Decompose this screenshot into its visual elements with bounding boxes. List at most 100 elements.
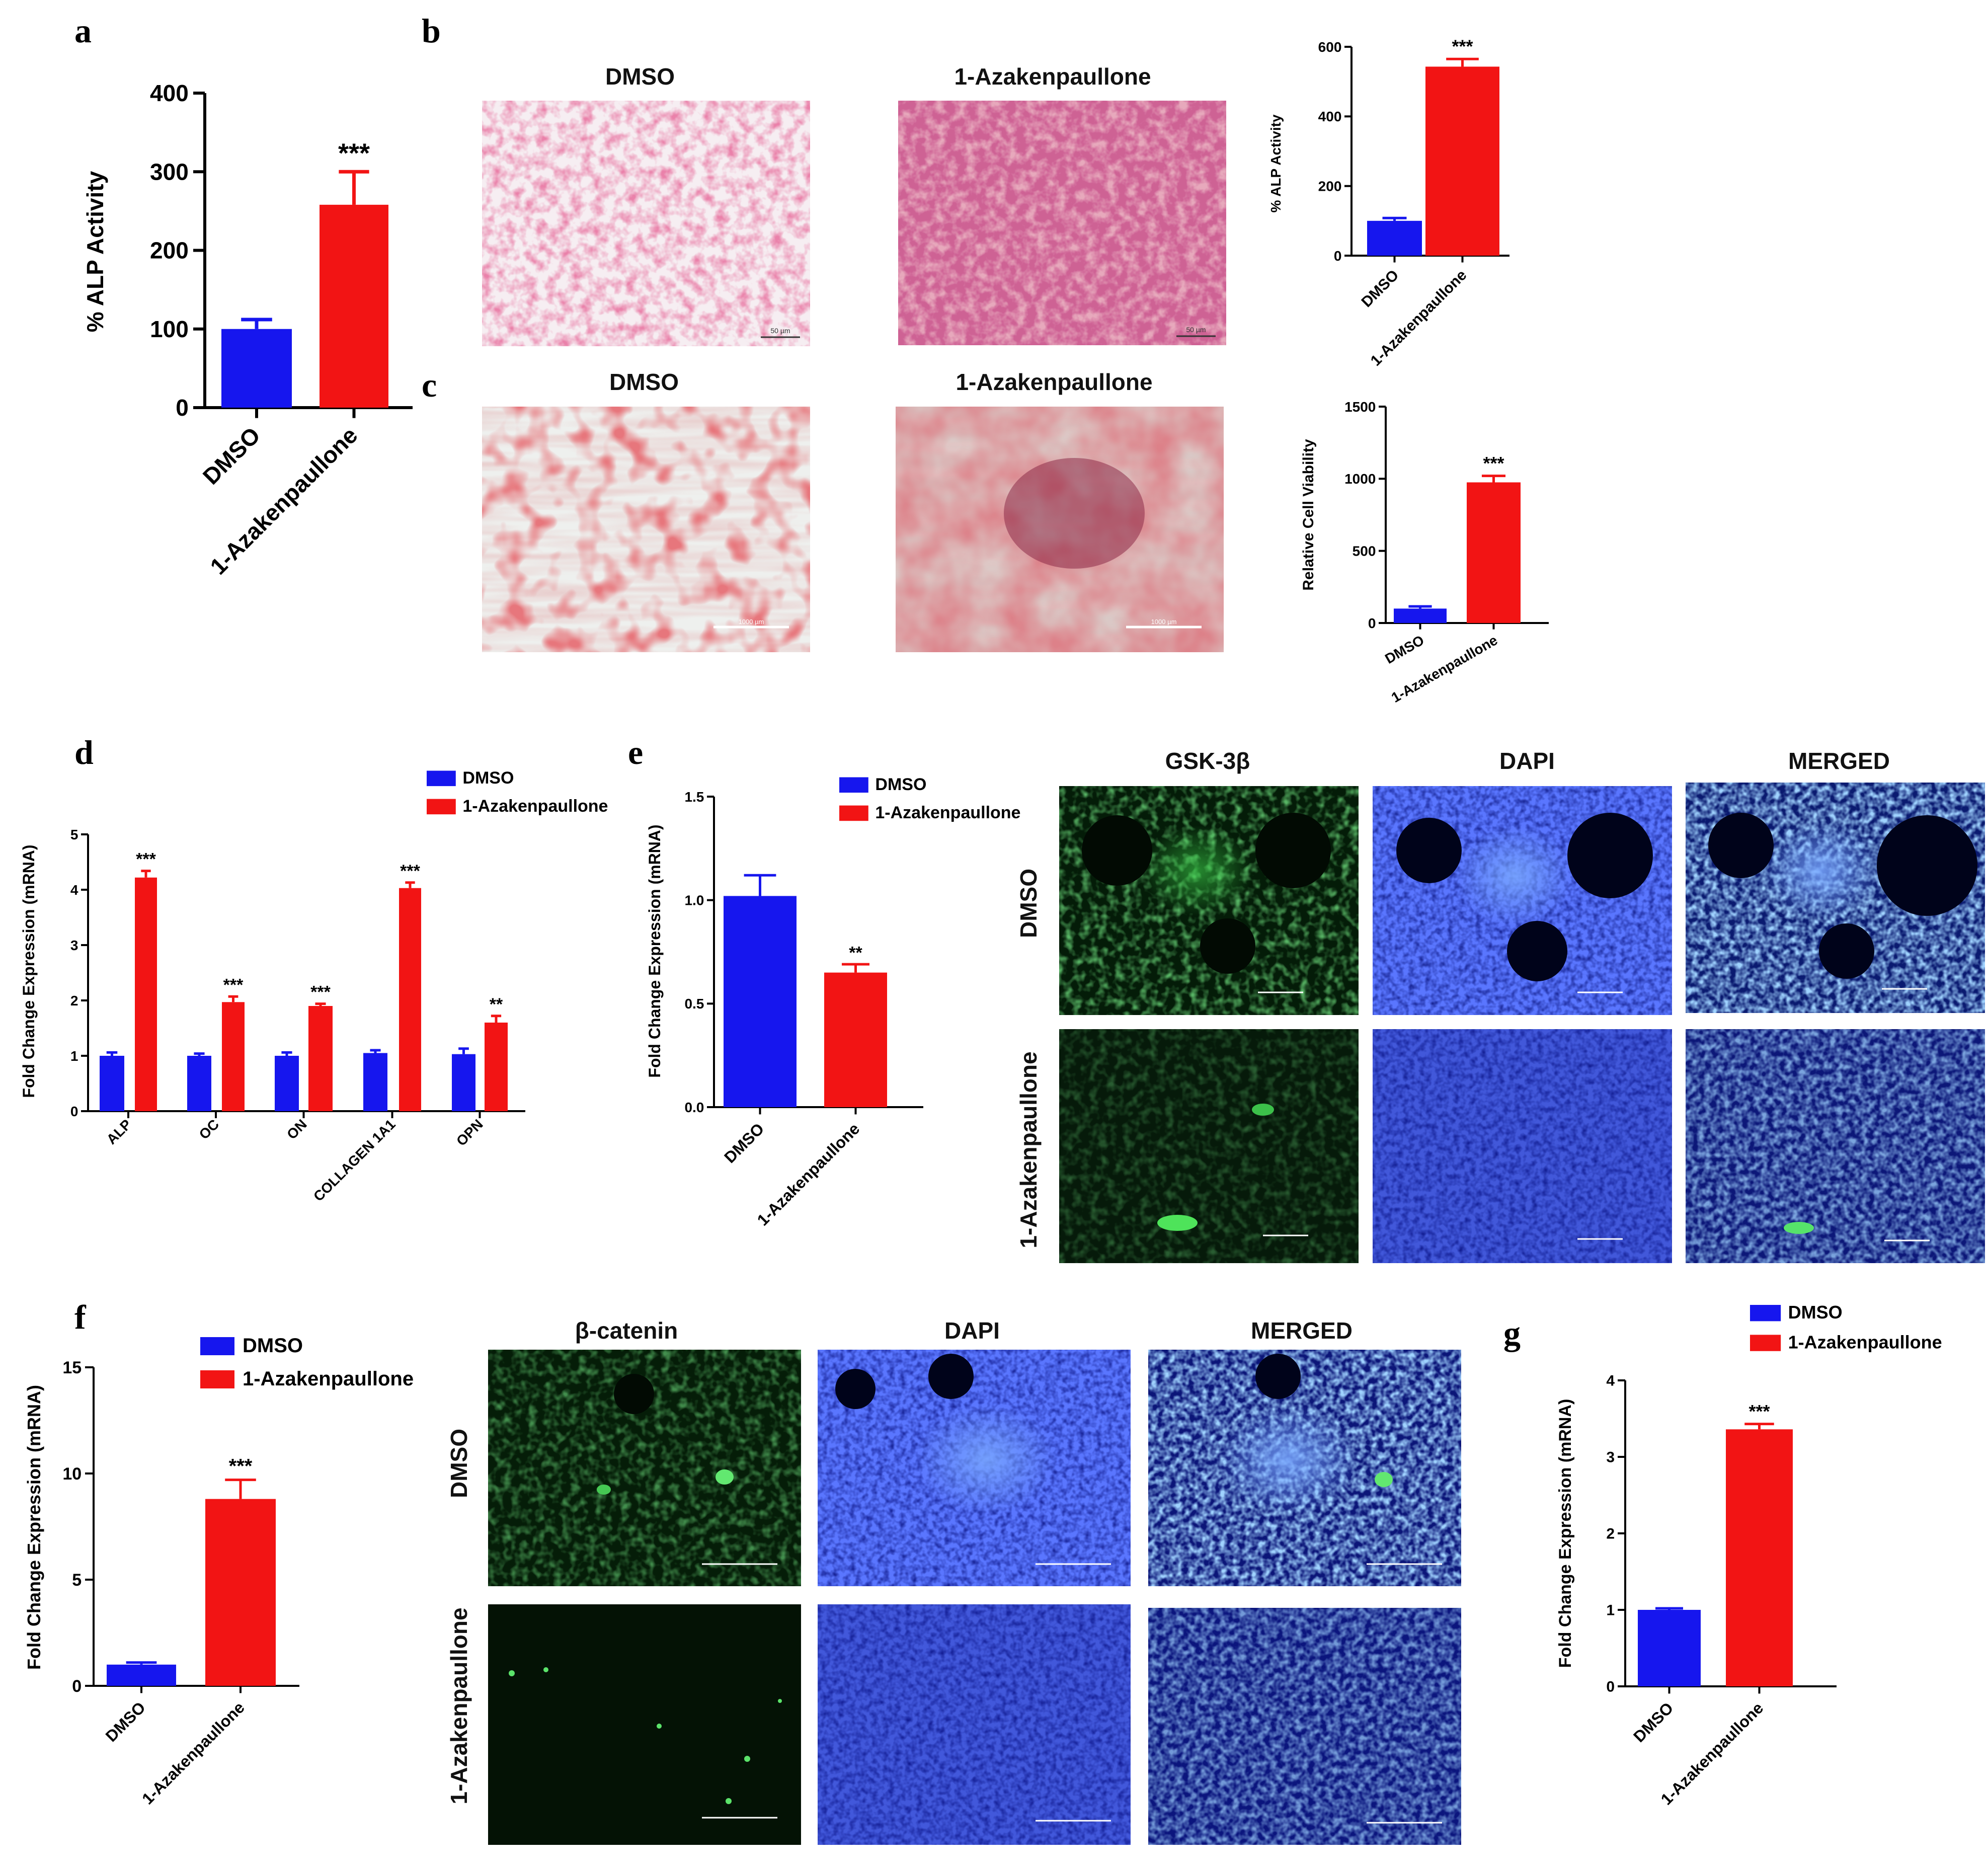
significance-label: *** [229, 1455, 253, 1478]
y-tick-label: 1.5 [684, 789, 704, 805]
x-tick-label: DMSO [1358, 267, 1402, 310]
if-column-title: β-catenin [575, 1317, 678, 1344]
significance-label: *** [310, 983, 331, 1002]
significance-label: *** [338, 138, 370, 168]
legend-label: DMSO [1788, 1302, 1843, 1323]
bar [363, 1053, 387, 1111]
significance-label: *** [1483, 453, 1504, 474]
x-tick-label: ON [284, 1116, 310, 1142]
if-column-title: DAPI [944, 1317, 1000, 1344]
y-tick-label: 500 [1353, 543, 1376, 559]
panel-label-b: b [422, 12, 441, 50]
y-tick-label: 0 [1368, 615, 1376, 631]
bar [308, 1006, 333, 1111]
y-axis-label: Relative Cell Viability [1300, 439, 1317, 591]
scale-bar-label: 1000 µm [739, 618, 764, 626]
y-tick-label: 200 [150, 238, 189, 264]
y-axis-label: % ALP Activity [1268, 114, 1284, 212]
y-tick-label: 0 [176, 395, 189, 421]
bar [1367, 220, 1422, 256]
legend-swatch [1750, 1305, 1781, 1322]
x-tick-label: DMSO [1630, 1699, 1677, 1746]
bar [100, 1056, 124, 1111]
bar [452, 1054, 475, 1111]
if-row-title: 1-Azakenpaullone [446, 1607, 472, 1804]
scale-bar-label: 1000 µm [1151, 618, 1177, 626]
x-tick-label: OC [196, 1116, 222, 1142]
micrograph-title: DMSO [605, 63, 675, 90]
y-tick-label: 1 [70, 1048, 78, 1064]
scale-bar-label: 50 µm [770, 327, 790, 335]
y-tick-label: 600 [1318, 39, 1342, 55]
if-row-title: 1-Azakenpaullone [1015, 1051, 1042, 1248]
y-tick-label: 3 [70, 938, 78, 953]
significance-label: *** [400, 862, 420, 881]
legend-swatch [200, 1370, 234, 1388]
y-tick-label: 0.5 [684, 996, 704, 1012]
if-column-title: MERGED [1788, 748, 1890, 774]
x-tick-label: 1-Azakenpaullone [1657, 1699, 1767, 1809]
micrograph-title: DMSO [609, 369, 679, 395]
y-axis-label: Fold Change Expression (mRNA) [20, 844, 38, 1098]
significance-label: *** [1452, 36, 1473, 57]
x-tick-label: DMSO [102, 1698, 149, 1745]
x-tick-label: OPN [453, 1116, 486, 1149]
significance-label: *** [136, 850, 156, 869]
y-tick-label: 1500 [1344, 399, 1376, 415]
bar [187, 1056, 211, 1111]
legend-swatch [427, 799, 456, 815]
legend-swatch [839, 777, 868, 793]
micrograph-b-dmso: DMSO 50 µm [482, 63, 810, 346]
y-tick-label: 0 [1606, 1679, 1615, 1695]
bar [221, 329, 292, 408]
micrograph-b-azakenpaullone: 1-Azakenpaullone 50 µm [898, 63, 1226, 345]
significance-label: *** [1748, 1401, 1770, 1422]
panel-label-a: a [74, 12, 92, 50]
x-tick-label: ALP [104, 1116, 135, 1147]
x-tick-label: 1-Azakenpaullone [754, 1120, 863, 1229]
y-tick-label: 400 [150, 80, 189, 106]
bar [1726, 1429, 1793, 1686]
y-tick-label: 5 [72, 1571, 82, 1590]
y-tick-label: 300 [150, 159, 189, 185]
panel-label-f: f [74, 1298, 87, 1336]
y-axis-label: Fold Change Expression (mRNA) [1556, 1399, 1575, 1668]
bar [824, 972, 887, 1107]
micrograph-title: 1-Azakenpaullone [956, 369, 1152, 395]
y-tick-label: 0.0 [684, 1100, 704, 1115]
x-tick-label: DMSO [198, 422, 265, 489]
bar [399, 888, 421, 1111]
panel-label-d: d [74, 733, 94, 771]
micrograph-title: 1-Azakenpaullone [954, 63, 1151, 90]
y-tick-label: 0 [1334, 248, 1342, 264]
bar [724, 896, 797, 1107]
y-tick-label: 2 [1606, 1526, 1615, 1542]
y-tick-label: 100 [150, 316, 189, 342]
panel-label-e: e [628, 733, 643, 771]
panel-label-c: c [422, 366, 437, 404]
legend-swatch [839, 805, 868, 821]
scale-bar-label: 50 µm [1186, 326, 1206, 334]
y-tick-label: 400 [1318, 109, 1342, 124]
if-grid-e: GSK-3β DAPI MERGED DMSO 1-Azakenpaullone [1015, 748, 1985, 1263]
if-column-title: DAPI [1499, 748, 1555, 774]
if-column-title: GSK-3β [1165, 748, 1250, 774]
bar [1394, 608, 1447, 623]
legend-label: DMSO [875, 775, 926, 794]
x-tick-label: DMSO [1382, 632, 1426, 667]
x-tick-label: DMSO [721, 1120, 767, 1167]
y-tick-label: 0 [70, 1104, 78, 1119]
significance-label: *** [223, 975, 244, 994]
if-row-title: DMSO [1015, 869, 1042, 938]
y-tick-label: 3 [1606, 1449, 1615, 1466]
bar [1638, 1610, 1701, 1686]
bar [275, 1056, 299, 1111]
legend-label: DMSO [462, 768, 514, 788]
bar [485, 1023, 508, 1111]
if-row-title: DMSO [446, 1429, 472, 1498]
legend-swatch [1750, 1335, 1781, 1351]
legend-swatch [200, 1337, 234, 1355]
y-tick-label: 1.0 [684, 892, 704, 908]
